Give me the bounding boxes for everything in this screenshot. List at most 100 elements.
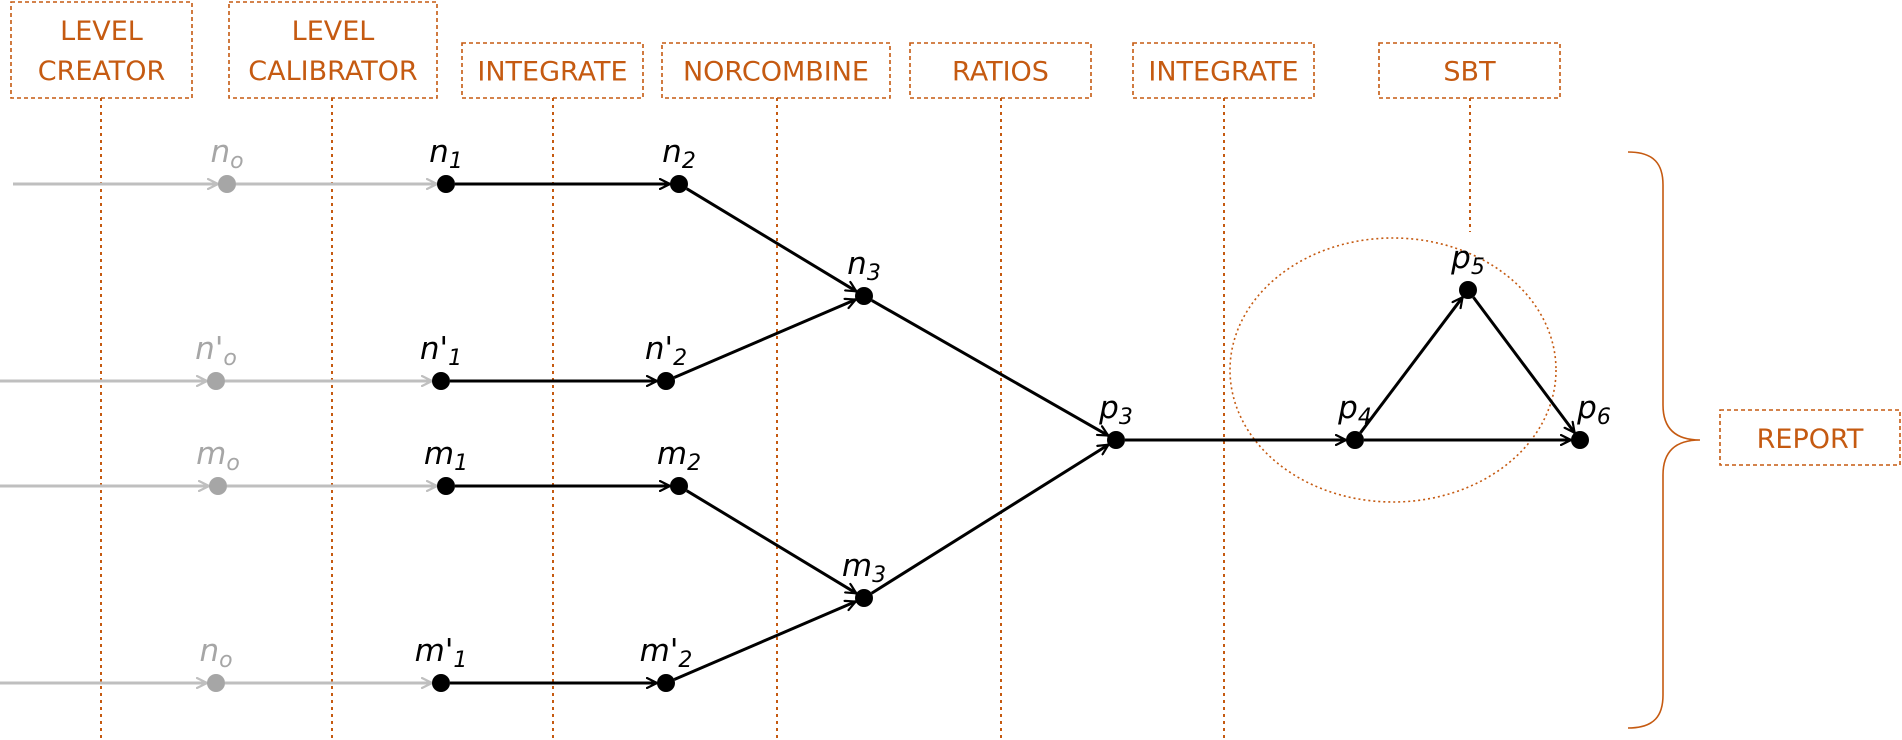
- node-label: p3: [1098, 390, 1133, 430]
- stage-box: [1132, 42, 1315, 99]
- node-np0: n'o: [195, 331, 237, 390]
- node-label: n'1: [420, 331, 462, 371]
- stage-label: LEVEL: [60, 16, 143, 47]
- node-label: p4: [1337, 390, 1372, 430]
- stage-label: RATIOS: [952, 57, 1049, 88]
- report-stage: REPORT: [1719, 409, 1901, 466]
- node-dot: [437, 175, 455, 193]
- node-label-base: n: [662, 134, 682, 170]
- node-label-base: n: [199, 633, 219, 669]
- node-m3: m3: [842, 548, 886, 607]
- node-label: p5: [1450, 240, 1485, 280]
- node-label: p6: [1576, 390, 1611, 430]
- node-dot: [207, 674, 225, 692]
- node-m0: mo: [196, 436, 240, 495]
- stage-box: [461, 42, 644, 99]
- node-dot: [670, 477, 688, 495]
- node-label-subscript: 2: [682, 149, 696, 174]
- node-dot: [1346, 431, 1364, 449]
- node-dot: [218, 175, 236, 193]
- node-label-base: n: [210, 134, 230, 170]
- node-label-subscript: 1: [449, 149, 463, 174]
- node-label: n1: [429, 134, 463, 174]
- node-dot: [209, 477, 227, 495]
- node-label-subscript: 1: [454, 451, 468, 476]
- node-label: m2: [657, 436, 701, 476]
- edge-m2-m3: [685, 489, 857, 595]
- edge-p5-p6: [1472, 296, 1576, 433]
- node-label-subscript: 2: [673, 346, 687, 371]
- node-label-subscript: 1: [453, 648, 467, 673]
- node-label-subscript: 6: [1597, 405, 1611, 430]
- stage-2: INTEGRATE: [461, 42, 644, 740]
- node-n3: n3: [847, 246, 881, 305]
- node-n0a: no: [210, 134, 244, 193]
- stage-box: [228, 1, 438, 99]
- node-dot: [1571, 431, 1589, 449]
- node-dot: [657, 372, 675, 390]
- report-box: [1719, 409, 1901, 466]
- edge-n3-p3: [871, 299, 1108, 437]
- node-label-base: m: [424, 436, 454, 472]
- node-label: m1: [424, 436, 468, 476]
- stage-label: INTEGRATE: [477, 57, 627, 88]
- node-p5: p5: [1450, 240, 1485, 299]
- node-label-subscript: o: [219, 648, 232, 673]
- sbt-group-ellipse: [1229, 237, 1557, 503]
- node-n2: n2: [662, 134, 696, 193]
- node-label-subscript: 4: [1358, 405, 1372, 430]
- node-dot: [437, 477, 455, 495]
- stage-box: [1378, 42, 1561, 99]
- edge-mp2-m3: [673, 602, 855, 681]
- node-label-base: p: [1576, 390, 1597, 426]
- node-n1: n1: [429, 134, 463, 193]
- node-label-subscript: 3: [872, 563, 886, 588]
- node-label-base: m: [196, 436, 226, 472]
- stage-box: [909, 42, 1092, 99]
- node-mp2: m'2: [640, 633, 693, 692]
- stage-label: LEVEL: [292, 16, 375, 47]
- edge-m3-p3: [870, 443, 1109, 595]
- node-label: m'2: [640, 633, 693, 673]
- stage-label: INTEGRATE: [1148, 57, 1298, 88]
- node-label-subscript: 3: [1119, 405, 1133, 430]
- node-label: no: [210, 134, 243, 174]
- node-label: n2: [662, 134, 696, 174]
- report-label: REPORT: [1757, 424, 1864, 455]
- node-label: m3: [842, 548, 886, 588]
- node-dot: [432, 674, 450, 692]
- node-label: n'o: [195, 331, 237, 371]
- stage-5: INTEGRATE: [1132, 42, 1315, 740]
- node-label-base: m': [640, 633, 679, 669]
- node-label-subscript: 1: [448, 346, 462, 371]
- stage-label: SBT: [1443, 57, 1496, 88]
- node-m2: m2: [657, 436, 701, 495]
- node-label-subscript: o: [226, 451, 239, 476]
- stage-label: CALIBRATOR: [248, 56, 417, 87]
- node-dot: [855, 589, 873, 607]
- edge-np2-n3: [673, 300, 855, 379]
- node-label: m'1: [415, 633, 468, 673]
- node-p3: p3: [1098, 390, 1133, 449]
- node-np1: n'1: [420, 331, 462, 390]
- node-label: n'2: [645, 331, 687, 371]
- node-p4: p4: [1337, 390, 1372, 449]
- node-label-base: n': [420, 331, 448, 367]
- stage-6: SBT: [1378, 42, 1561, 232]
- report-brace: [1627, 151, 1701, 729]
- node-dot: [855, 287, 873, 305]
- node-label-subscript: o: [223, 346, 236, 371]
- node-dot: [670, 175, 688, 193]
- edge-n2-n3: [685, 187, 857, 293]
- stage-box: [661, 42, 891, 99]
- node-label-base: p: [1337, 390, 1358, 426]
- node-m1: m1: [424, 436, 468, 495]
- node-label-base: p: [1450, 240, 1471, 276]
- stage-0: LEVEL CREATOR: [10, 1, 193, 740]
- node-label-subscript: 2: [678, 648, 692, 673]
- node-np2: n'2: [645, 331, 687, 390]
- stage-label: CREATOR: [38, 56, 166, 87]
- edge-p4-p5: [1359, 297, 1464, 434]
- node-dot: [1107, 431, 1125, 449]
